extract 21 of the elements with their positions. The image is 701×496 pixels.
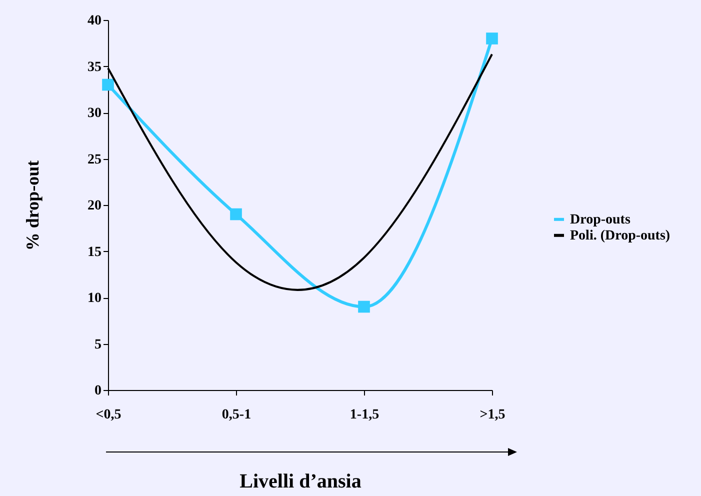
x-tick-label: 0,5-1 — [222, 408, 252, 422]
x-axis-title: Livelli d’ansia — [240, 470, 362, 492]
y-tick-label: 15 — [88, 244, 102, 260]
point — [486, 32, 498, 44]
y-tick-label: 35 — [88, 60, 102, 75]
x-tick-label: >1,5 — [480, 408, 506, 422]
legend-label: Drop-outs — [570, 212, 631, 228]
point — [102, 78, 114, 91]
point — [358, 300, 370, 313]
y-tick-label: 30 — [88, 106, 102, 121]
y-axis-title: % drop-out — [22, 160, 42, 251]
y-tick-label: 25 — [88, 152, 102, 168]
y-tick-label: 5 — [94, 337, 102, 352]
y-tick-label: 20 — [88, 198, 102, 214]
y-tick-label: 10 — [88, 291, 102, 306]
legend-label: Poli. (Drop-outs) — [570, 228, 670, 244]
x-tick-label: 1-1,5 — [350, 408, 380, 422]
x-tick-label: <0,5 — [96, 408, 122, 422]
point — [230, 208, 242, 220]
y-tick-label: 0 — [94, 384, 102, 398]
y-tick-label: 40 — [88, 14, 102, 28]
